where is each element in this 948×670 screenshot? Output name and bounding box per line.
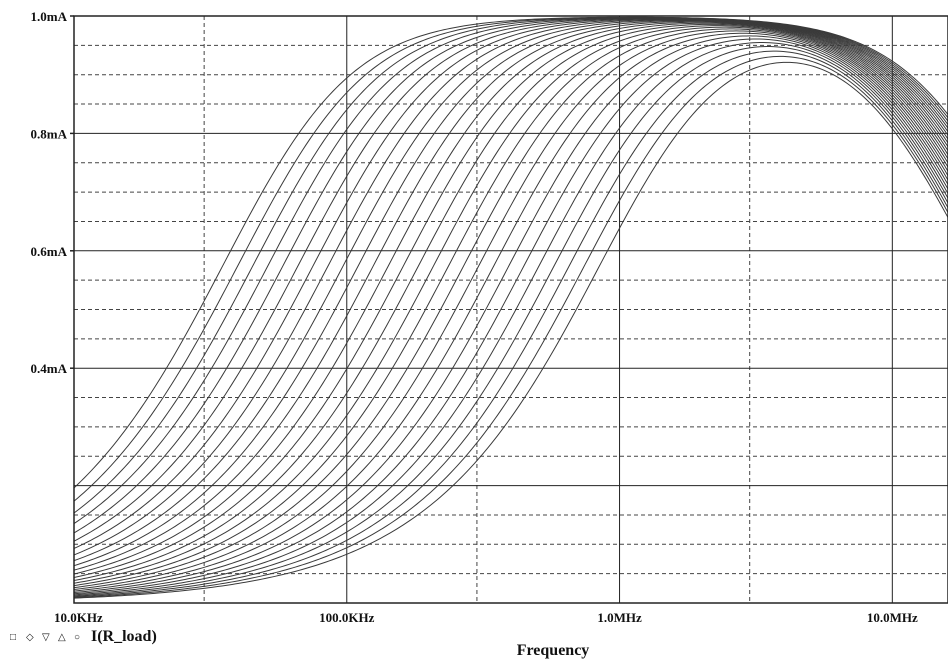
- series-curve-26: [74, 62, 948, 598]
- legend-marker-circle: ○: [74, 632, 80, 643]
- series-curve-8: [74, 19, 948, 555]
- series-curve-5: [74, 18, 948, 533]
- series-curve-23: [74, 47, 948, 596]
- y-tick-label-1: 0.8mA: [31, 126, 68, 141]
- legend-marker-triangle-down: ▽: [42, 632, 50, 643]
- legend-marker-diamond: ◇: [26, 632, 34, 643]
- series-curve-18: [74, 31, 948, 590]
- y-tick-label-3: 0.4mA: [31, 361, 68, 376]
- series-curve-15: [74, 26, 948, 584]
- legend-marker-square: □: [10, 632, 16, 643]
- series-curve-3: [74, 18, 948, 513]
- legend: □ ◇ ▽ △ ○ I(R_load): [10, 628, 157, 645]
- series-curve-14: [74, 24, 948, 580]
- series-curve-10: [74, 21, 948, 566]
- x-tick-label-3: 10.0MHz: [867, 610, 918, 625]
- grid-layer: [74, 16, 948, 603]
- series-curve-20: [74, 36, 948, 593]
- x-axis-label: Frequency: [517, 642, 590, 659]
- legend-series-label: I(R_load): [91, 628, 157, 645]
- x-tick-label-0: 10.0KHz: [54, 610, 103, 625]
- series-curve-2: [74, 17, 948, 501]
- y-tick-label-2: 0.6mA: [31, 244, 68, 259]
- series-curve-7: [74, 19, 948, 549]
- series-curve-13: [74, 23, 948, 577]
- series-curve-19: [74, 33, 948, 591]
- series-curve-12: [74, 22, 948, 574]
- series-curve-21: [74, 39, 948, 594]
- y-tick-label-0: 1.0mA: [31, 9, 68, 24]
- legend-marker-triangle-up: △: [58, 632, 66, 643]
- series-curve-22: [74, 43, 948, 595]
- x-tick-label-2: 1.0MHz: [597, 610, 642, 625]
- series-curve-17: [74, 29, 948, 588]
- x-tick-label-1: 100.0KHz: [319, 610, 374, 625]
